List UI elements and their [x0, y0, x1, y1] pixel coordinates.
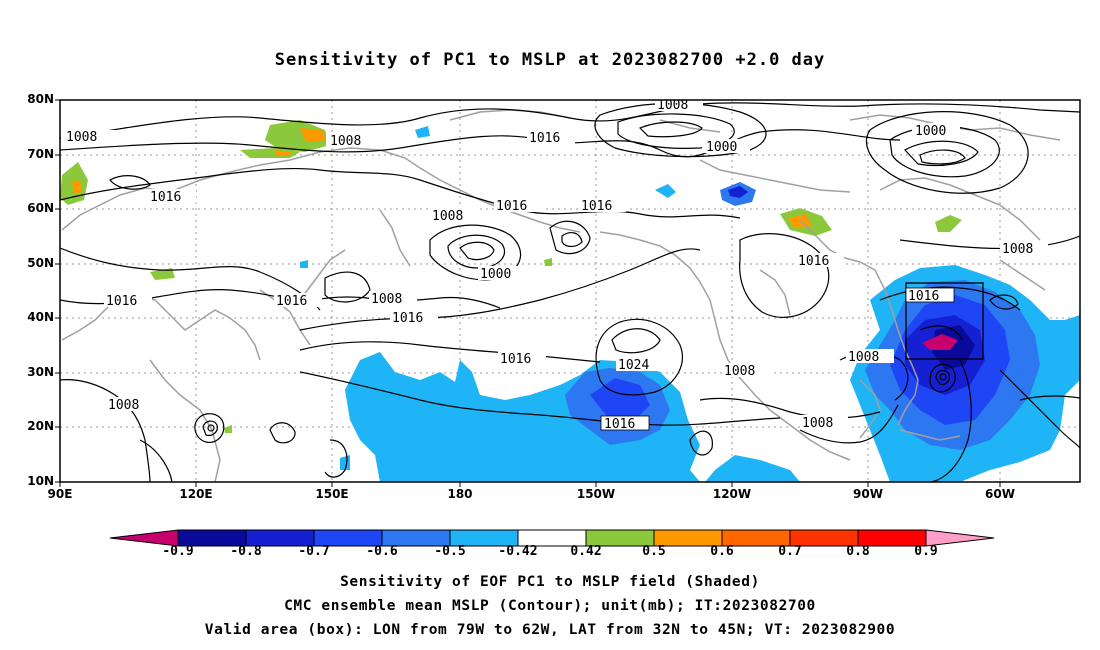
contour-label: 1000	[480, 267, 511, 282]
colorbar-label: -0.5	[434, 544, 466, 559]
contour-label: 1016	[908, 289, 939, 304]
colorbar-label: 0.5	[642, 544, 666, 559]
contour-label: 1016	[798, 254, 829, 269]
contour-label: 1016	[529, 131, 560, 146]
lon-label: 150E	[315, 487, 349, 501]
valid-area-box	[905, 282, 984, 360]
map-frame	[59, 99, 1081, 483]
colorbar	[109, 529, 995, 547]
contour-label: 1000	[706, 140, 737, 155]
contour-label: 1024	[618, 358, 649, 373]
contour-label: 1008	[657, 98, 688, 113]
contour-label: 1008	[330, 134, 361, 149]
caption-line-2: CMC ensemble mean MSLP (Contour); unit(m…	[284, 598, 816, 614]
tick-marks	[55, 99, 1001, 487]
contour-label: 1016	[496, 199, 527, 214]
contour-label: 1016	[604, 417, 635, 432]
contour-label: 1008	[108, 398, 139, 413]
lon-label: 180	[447, 487, 473, 501]
lat-label: 10N	[27, 474, 54, 488]
contour-label: 1008	[802, 416, 833, 431]
colorbar-label: -0.7	[298, 544, 330, 559]
colorbar-label: 0.9	[914, 544, 938, 559]
contour-label: 1016	[500, 352, 531, 367]
contour-label: 1008	[371, 292, 402, 307]
lon-label: 60W	[985, 487, 1015, 501]
contour-label: 1008	[1002, 242, 1033, 257]
colorbar-label: 0.42	[570, 544, 602, 559]
caption-line-3: Valid area (box): LON from 79W to 62W, L…	[204, 622, 896, 638]
lat-label: 20N	[27, 419, 54, 433]
contour-label: 1016	[392, 311, 423, 326]
lat-label: 70N	[27, 147, 54, 161]
contour-labels: 1008 1008 1008 1000 1016 1016 1008 1016 …	[61, 98, 1048, 432]
lat-label: 30N	[27, 365, 54, 379]
colorbar-label: 0.6	[710, 544, 734, 559]
colorbar-label: 0.8	[846, 544, 870, 559]
contour-label: 1016	[276, 294, 307, 309]
contour-label: 1016	[106, 294, 137, 309]
contour-label: 1000	[915, 124, 946, 139]
lat-label: 80N	[27, 92, 54, 106]
lat-label: 60N	[27, 201, 54, 215]
map-title: Sensitivity of PC1 to MSLP at 2023082700…	[274, 50, 826, 70]
lon-label: 120W	[712, 487, 752, 501]
lon-label: 150W	[576, 487, 616, 501]
lon-label: 120E	[179, 487, 213, 501]
colorbar-label: -0.6	[366, 544, 398, 559]
colorbar-label: 0.7	[778, 544, 802, 559]
contour-label: 1008	[66, 130, 97, 145]
lon-label: 90W	[853, 487, 883, 501]
colorbar-label: -0.42	[498, 544, 538, 559]
contour-label: 1008	[432, 209, 463, 224]
lon-label: 90E	[47, 487, 73, 501]
caption-line-1: Sensitivity of EOF PC1 to MSLP field (Sh…	[340, 574, 760, 590]
colorbar-segment	[925, 529, 995, 547]
contour-label: 1016	[581, 199, 612, 214]
contour-label: 1016	[150, 190, 181, 205]
lat-label: 50N	[27, 256, 54, 270]
contour-label: 1008	[848, 350, 879, 365]
contour-label: 1008	[724, 364, 755, 379]
lat-label: 40N	[27, 310, 54, 324]
colorbar-label: -0.9	[162, 544, 194, 559]
colorbar-label: -0.8	[230, 544, 262, 559]
